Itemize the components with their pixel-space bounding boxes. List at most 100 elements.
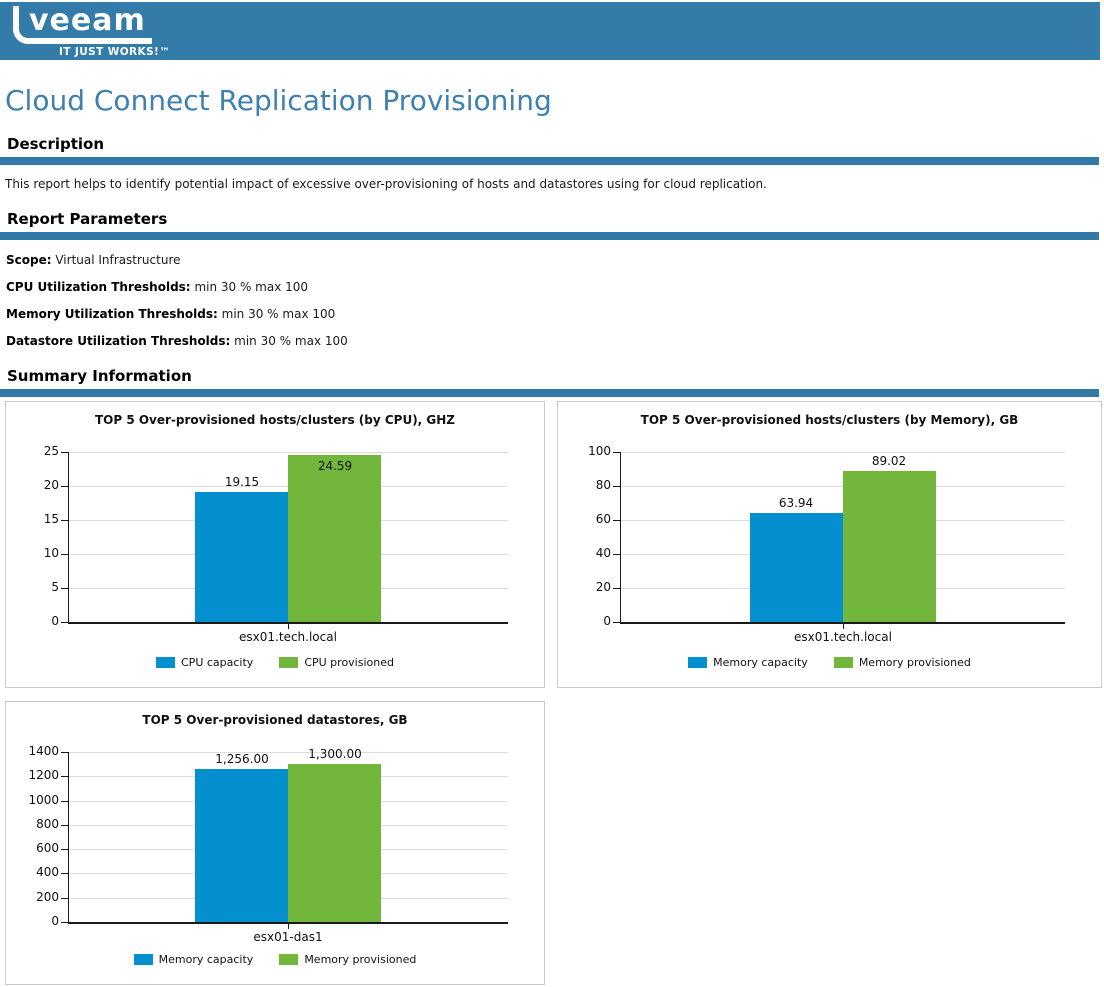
bar-value-label: 89.02 bbox=[871, 454, 907, 468]
chart-title: TOP 5 Over-provisioned datastores, GB bbox=[142, 713, 408, 727]
legend-item: CPU provisioned bbox=[279, 656, 394, 669]
legend-swatch bbox=[279, 657, 299, 668]
page-title: Cloud Connect Replication Provisioning bbox=[5, 84, 552, 117]
legend-swatch bbox=[279, 954, 299, 965]
x-axis-tick bbox=[843, 624, 844, 629]
y-axis-tick bbox=[61, 849, 68, 850]
parameter-scope: Scope: Virtual Infrastructure bbox=[6, 253, 1104, 267]
legend-item: CPU capacity bbox=[156, 656, 253, 669]
parameter-cpu-thresholds: CPU Utilization Thresholds: min 30 % max… bbox=[6, 280, 1104, 294]
gridline bbox=[620, 452, 1065, 453]
section-heading-summary: Summary Information bbox=[7, 367, 192, 385]
y-axis-tick bbox=[61, 922, 68, 923]
bar-memory-capacity bbox=[195, 769, 288, 922]
x-axis-line bbox=[68, 922, 508, 924]
bar-cpu-capacity bbox=[195, 492, 288, 622]
gridline bbox=[620, 486, 1065, 487]
bar-value-label: 24.59 bbox=[317, 459, 353, 473]
y-axis-tick bbox=[61, 825, 68, 826]
section-divider bbox=[0, 389, 1099, 397]
y-tick-label: 15 bbox=[43, 512, 59, 526]
legend-label: CPU capacity bbox=[181, 656, 254, 669]
legend-label: Memory provisioned bbox=[858, 656, 971, 669]
legend-item: Memory provisioned bbox=[279, 953, 416, 966]
bar-value-label: 1,300.00 bbox=[308, 747, 362, 761]
y-axis-tick bbox=[613, 452, 620, 453]
gridline bbox=[68, 752, 508, 753]
y-tick-label: 20 bbox=[595, 580, 611, 594]
y-tick-label: 1200 bbox=[28, 768, 59, 782]
legend-label: Memory provisioned bbox=[304, 953, 417, 966]
x-axis-line bbox=[68, 622, 508, 624]
y-axis-line bbox=[620, 452, 621, 624]
y-axis-tick bbox=[61, 588, 68, 589]
y-tick-label: 0 bbox=[51, 914, 59, 928]
chart-panel-cpu: TOP 5 Over-provisioned hosts/clusters (b… bbox=[5, 401, 545, 688]
y-axis-tick bbox=[61, 452, 68, 453]
category-label: esx01-das1 bbox=[253, 930, 323, 944]
y-axis-tick bbox=[61, 776, 68, 777]
bar-memory-provisioned bbox=[843, 471, 936, 622]
legend-label: CPU provisioned bbox=[304, 656, 394, 669]
parameter-label: CPU Utilization Thresholds: bbox=[6, 280, 191, 294]
legend-swatch bbox=[688, 657, 708, 668]
y-axis-tick bbox=[613, 520, 620, 521]
chart-title: TOP 5 Over-provisioned hosts/clusters (b… bbox=[94, 413, 456, 427]
summary-charts: TOP 5 Over-provisioned hosts/clusters (b… bbox=[5, 401, 1104, 985]
legend-label: Memory capacity bbox=[158, 953, 254, 966]
y-tick-label: 1000 bbox=[28, 793, 59, 807]
y-tick-label: 800 bbox=[36, 817, 59, 831]
veeam-logo-tagline: IT JUST WORKS!™ bbox=[59, 46, 171, 58]
parameter-value: Virtual Infrastructure bbox=[55, 253, 181, 267]
y-tick-label: 10 bbox=[43, 546, 59, 560]
chart-legend: Memory capacity Memory provisioned bbox=[6, 953, 544, 966]
category-label: esx01.tech.local bbox=[794, 630, 892, 644]
x-axis-line bbox=[620, 622, 1065, 624]
y-axis-tick bbox=[61, 520, 68, 521]
chart-panel-datastores: TOP 5 Over-provisioned datastores, GB 0 20… bbox=[5, 701, 545, 985]
bar-value-label: 19.15 bbox=[224, 475, 260, 489]
y-axis-tick bbox=[61, 554, 68, 555]
legend-label: Memory capacity bbox=[713, 656, 808, 669]
parameter-label: Scope: bbox=[6, 253, 52, 267]
legend-item: Memory capacity bbox=[133, 953, 254, 966]
bar-value-label: 1,256.00 bbox=[215, 752, 269, 766]
report-parameters-list: Scope: Virtual Infrastructure CPU Utiliz… bbox=[0, 253, 1104, 348]
veeam-logo-word: veeam bbox=[29, 3, 146, 38]
legend-item: Memory capacity bbox=[688, 656, 808, 669]
y-tick-label: 25 bbox=[43, 444, 59, 458]
legend-item: Memory provisioned bbox=[833, 656, 971, 669]
chart-title: TOP 5 Over-provisioned hosts/clusters (b… bbox=[640, 413, 1019, 427]
parameter-value: min 30 % max 100 bbox=[194, 280, 309, 294]
description-text: This report helps to identify potential … bbox=[5, 177, 767, 191]
bar-value-label: 63.94 bbox=[778, 496, 814, 510]
x-axis-tick bbox=[288, 924, 289, 929]
y-tick-label: 0 bbox=[603, 614, 611, 628]
y-tick-label: 5 bbox=[51, 580, 59, 594]
veeam-logo: veeam IT JUST WORKS!™ bbox=[13, 6, 170, 58]
y-axis-tick bbox=[61, 873, 68, 874]
y-axis-tick bbox=[613, 486, 620, 487]
y-tick-label: 1400 bbox=[28, 744, 59, 758]
x-axis-tick bbox=[288, 624, 289, 629]
legend-swatch bbox=[133, 954, 153, 965]
y-tick-label: 100 bbox=[588, 444, 611, 458]
y-axis-tick bbox=[61, 752, 68, 753]
y-axis-tick bbox=[61, 898, 68, 899]
y-axis-tick bbox=[61, 622, 68, 623]
chart-legend: Memory capacity Memory provisioned bbox=[558, 656, 1101, 669]
y-axis-tick bbox=[613, 622, 620, 623]
y-tick-label: 20 bbox=[43, 478, 59, 492]
bar-memory-provisioned bbox=[288, 764, 381, 922]
section-divider bbox=[0, 157, 1099, 165]
y-axis-tick bbox=[61, 801, 68, 802]
parameter-label: Memory Utilization Thresholds: bbox=[6, 307, 218, 321]
y-axis-tick bbox=[613, 588, 620, 589]
y-tick-label: 200 bbox=[36, 890, 59, 904]
y-axis-line bbox=[68, 752, 69, 924]
parameter-label: Datastore Utilization Thresholds: bbox=[6, 334, 231, 348]
y-axis-tick bbox=[613, 554, 620, 555]
section-heading-report-parameters: Report Parameters bbox=[7, 210, 168, 228]
y-tick-label: 400 bbox=[36, 865, 59, 879]
section-heading-description: Description bbox=[7, 135, 105, 153]
